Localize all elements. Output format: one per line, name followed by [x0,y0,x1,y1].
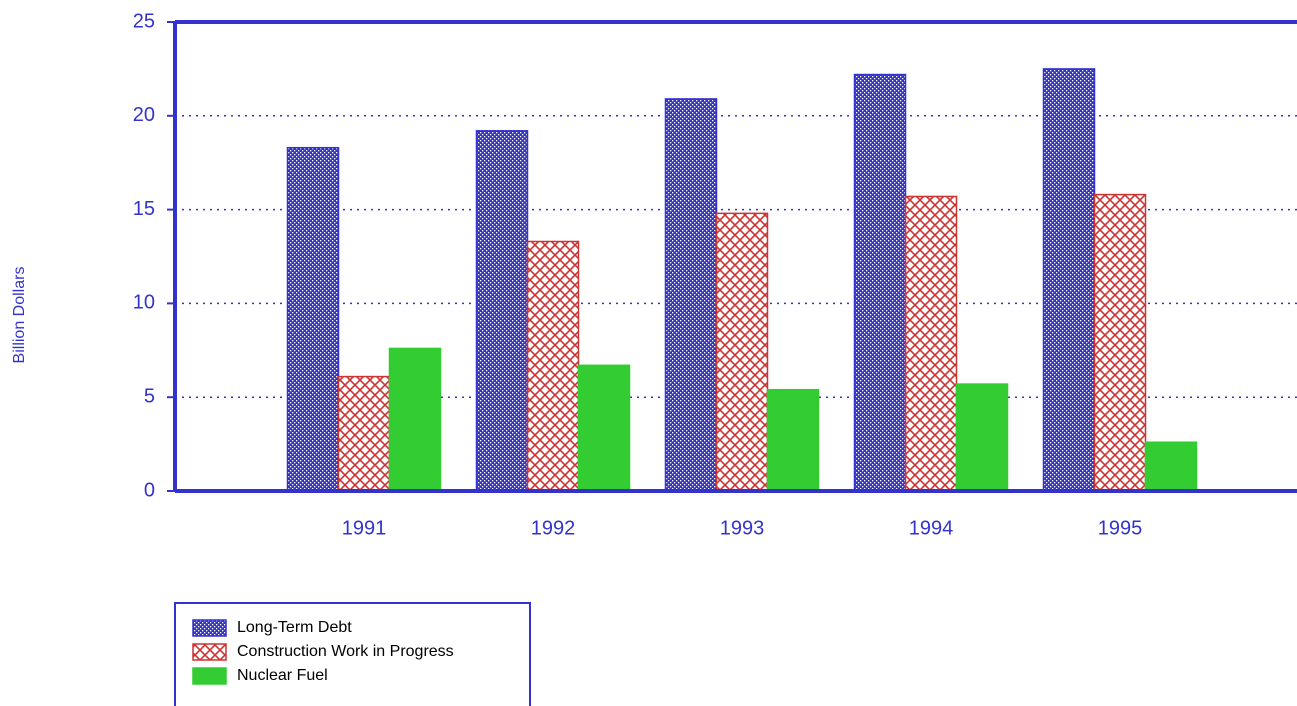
bar [1093,193,1147,492]
bar [904,195,958,492]
x-tick-label: 1995 [1098,517,1143,539]
legend-label: Construction Work in Progress [237,643,454,660]
bar [853,73,907,492]
y-tick-label: 10 [133,292,155,314]
bar [955,383,1009,492]
legend-swatch [192,619,227,637]
bar [664,98,718,492]
x-tick-label: 1992 [531,517,576,539]
bar [577,364,631,492]
y-axis-label: Billion Dollars [11,267,28,364]
legend-label: Long-Term Debt [237,619,352,636]
bar [1144,441,1198,492]
x-tick-label: 1993 [720,517,765,539]
y-tick-label: 0 [144,479,155,501]
y-tick-label: 5 [144,385,155,407]
bar [475,130,529,492]
legend-label: Nuclear Fuel [237,667,328,684]
bar [766,388,820,492]
y-tick-label: 15 [133,198,155,220]
legend-box [174,602,531,706]
legend-swatch [192,643,227,661]
bar [388,347,442,492]
bar [1042,68,1096,492]
y-tick-label: 25 [133,10,155,32]
bar [715,212,769,492]
x-tick-label: 1994 [909,517,954,539]
y-tick-label: 20 [133,104,155,126]
x-tick-label: 1991 [342,517,387,539]
bar [337,375,391,492]
bar [526,240,580,492]
bar [286,146,340,492]
legend-swatch [192,667,227,685]
